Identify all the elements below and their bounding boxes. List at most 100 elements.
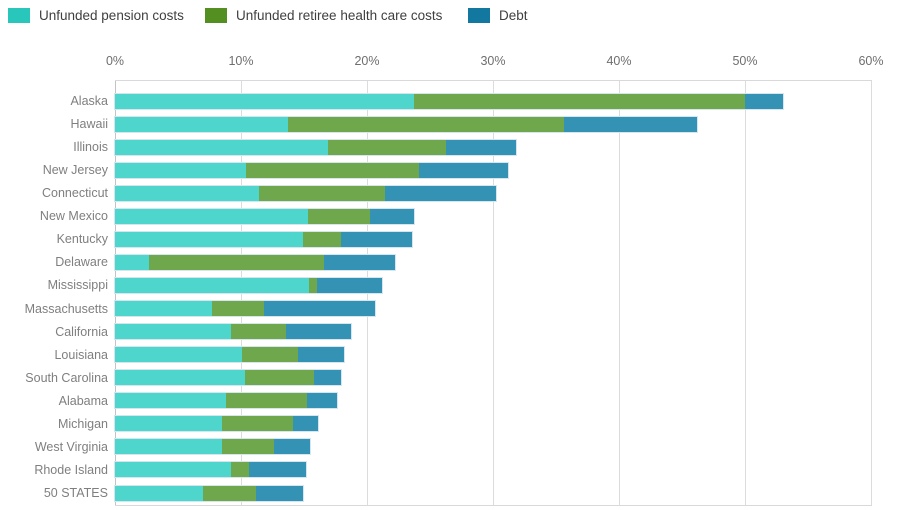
bar-segment-unfunded-pension-costs[interactable] xyxy=(115,116,288,132)
bar-segment-debt[interactable] xyxy=(340,231,413,247)
bar-segment-unfunded-retiree-health-care-costs[interactable] xyxy=(244,370,315,386)
bar-segment-unfunded-pension-costs[interactable] xyxy=(115,93,414,109)
bar-segment-unfunded-pension-costs[interactable] xyxy=(115,439,223,455)
bar-segment-unfunded-retiree-health-care-costs[interactable] xyxy=(307,208,370,224)
category-label: Michigan xyxy=(57,416,108,431)
stacked-bar xyxy=(115,370,341,386)
bar-segment-debt[interactable] xyxy=(563,116,698,132)
category-label: South Carolina xyxy=(25,370,108,385)
bar-segment-unfunded-pension-costs[interactable] xyxy=(115,185,259,201)
bar-segment-unfunded-retiree-health-care-costs[interactable] xyxy=(302,231,341,247)
x-tick-label: 50% xyxy=(732,54,758,68)
bar-row: Alaska xyxy=(0,90,901,113)
bar-segment-unfunded-pension-costs[interactable] xyxy=(115,301,213,317)
gridline xyxy=(493,80,494,505)
bar-segment-unfunded-retiree-health-care-costs[interactable] xyxy=(225,393,307,409)
bar-row: 50 STATES xyxy=(0,482,901,505)
bar-segment-unfunded-pension-costs[interactable] xyxy=(115,208,308,224)
bar-row: Connecticut xyxy=(0,182,901,205)
stacked-bar xyxy=(115,116,698,132)
bar-segment-unfunded-retiree-health-care-costs[interactable] xyxy=(222,416,293,432)
gridline xyxy=(745,80,746,505)
category-label: New Jersey xyxy=(42,163,108,178)
bar-segment-unfunded-pension-costs[interactable] xyxy=(115,254,150,270)
legend-item-unfunded-retiree-health-care-costs[interactable]: Unfunded retiree health care costs xyxy=(205,7,442,24)
bar-segment-debt[interactable] xyxy=(292,416,318,432)
category-label: Louisiana xyxy=(54,347,108,362)
bar-segment-unfunded-pension-costs[interactable] xyxy=(115,347,243,363)
category-label: Massachusetts xyxy=(24,301,108,316)
bar-segment-debt[interactable] xyxy=(297,347,345,363)
bar-row: West Virginia xyxy=(0,435,901,458)
category-label: Alaska xyxy=(70,94,108,109)
bar-segment-unfunded-pension-costs[interactable] xyxy=(115,139,328,155)
bar-segment-unfunded-retiree-health-care-costs[interactable] xyxy=(230,324,287,340)
stacked-bar xyxy=(115,162,509,178)
bar-segment-unfunded-pension-costs[interactable] xyxy=(115,393,226,409)
bar-segment-debt[interactable] xyxy=(248,462,307,478)
bar-row: Massachusetts xyxy=(0,297,901,320)
bar-segment-debt[interactable] xyxy=(446,139,516,155)
stacked-bar xyxy=(115,254,395,270)
bar-segment-debt[interactable] xyxy=(256,485,303,501)
bar-segment-unfunded-pension-costs[interactable] xyxy=(115,324,231,340)
bar-segment-unfunded-pension-costs[interactable] xyxy=(115,462,231,478)
bar-segment-debt[interactable] xyxy=(324,254,395,270)
bar-segment-unfunded-retiree-health-care-costs[interactable] xyxy=(212,301,264,317)
stacked-bar xyxy=(115,416,318,432)
legend-item-debt[interactable]: Debt xyxy=(468,7,528,24)
stacked-bar xyxy=(115,393,337,409)
x-tick-label: 60% xyxy=(858,54,884,68)
legend-item-unfunded-pension-costs[interactable]: Unfunded pension costs xyxy=(8,7,184,24)
category-label: Alabama xyxy=(58,393,108,408)
bar-segment-unfunded-pension-costs[interactable] xyxy=(115,162,247,178)
bar-segment-unfunded-pension-costs[interactable] xyxy=(115,231,303,247)
bar-row: Mississippi xyxy=(0,274,901,297)
bar-segment-debt[interactable] xyxy=(744,93,783,109)
bar-segment-unfunded-retiree-health-care-costs[interactable] xyxy=(230,462,249,478)
bar-segment-unfunded-pension-costs[interactable] xyxy=(115,485,204,501)
bar-segment-debt[interactable] xyxy=(306,393,337,409)
bar-segment-debt[interactable] xyxy=(286,324,351,340)
x-tick-label: 10% xyxy=(228,54,254,68)
bar-segment-debt[interactable] xyxy=(273,439,311,455)
bar-segment-unfunded-retiree-health-care-costs[interactable] xyxy=(246,162,419,178)
bar-segment-debt[interactable] xyxy=(316,277,383,293)
bar-row: Michigan xyxy=(0,412,901,435)
bar-segment-unfunded-pension-costs[interactable] xyxy=(115,370,245,386)
bar-row: Kentucky xyxy=(0,228,901,251)
bar-segment-unfunded-retiree-health-care-costs[interactable] xyxy=(327,139,447,155)
bar-row: Rhode Island xyxy=(0,458,901,481)
bar-segment-debt[interactable] xyxy=(263,301,375,317)
stacked-bar xyxy=(115,462,307,478)
category-label: Mississippi xyxy=(47,278,108,293)
stacked-bar xyxy=(115,347,345,363)
bar-segment-unfunded-retiree-health-care-costs[interactable] xyxy=(222,439,274,455)
bar-segment-unfunded-retiree-health-care-costs[interactable] xyxy=(149,254,325,270)
bar-segment-unfunded-retiree-health-care-costs[interactable] xyxy=(258,185,385,201)
bar-row: Alabama xyxy=(0,389,901,412)
legend-swatch-unfunded-retiree-health-care-costs xyxy=(205,8,227,23)
bar-segment-unfunded-retiree-health-care-costs[interactable] xyxy=(203,485,257,501)
bar-segment-debt[interactable] xyxy=(369,208,414,224)
bar-segment-debt[interactable] xyxy=(314,370,341,386)
stacked-bar xyxy=(115,139,516,155)
bar-segment-unfunded-retiree-health-care-costs[interactable] xyxy=(309,277,317,293)
axis-top-line xyxy=(115,80,872,81)
x-tick-label: 0% xyxy=(105,54,125,68)
bar-segment-unfunded-retiree-health-care-costs[interactable] xyxy=(287,116,564,132)
bar-row: South Carolina xyxy=(0,366,901,389)
category-label: 50 STATES xyxy=(43,486,108,501)
bar-row: Delaware xyxy=(0,251,901,274)
x-tick-label: 30% xyxy=(480,54,506,68)
legend-label: Unfunded pension costs xyxy=(39,8,184,23)
bar-segment-unfunded-retiree-health-care-costs[interactable] xyxy=(413,93,745,109)
category-label: Hawaii xyxy=(70,117,108,132)
bar-segment-unfunded-pension-costs[interactable] xyxy=(115,277,310,293)
bar-segment-debt[interactable] xyxy=(384,185,496,201)
bar-segment-unfunded-retiree-health-care-costs[interactable] xyxy=(242,347,298,363)
x-tick-label: 40% xyxy=(606,54,632,68)
bar-segment-unfunded-pension-costs[interactable] xyxy=(115,416,223,432)
stacked-bar xyxy=(115,485,303,501)
bar-segment-debt[interactable] xyxy=(418,162,509,178)
